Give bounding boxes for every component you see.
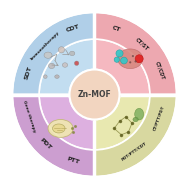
Ellipse shape (44, 52, 52, 58)
Circle shape (121, 57, 127, 64)
Text: PTT: PTT (66, 156, 80, 165)
Ellipse shape (70, 51, 75, 56)
Ellipse shape (55, 75, 59, 78)
Wedge shape (39, 94, 94, 150)
Text: Immunotherapy: Immunotherapy (30, 30, 61, 61)
Text: CT/ST: CT/ST (134, 36, 149, 51)
Text: PDT/PTT/CDT: PDT/PTT/CDT (121, 141, 148, 161)
Circle shape (114, 57, 119, 62)
Text: SDT: SDT (24, 66, 33, 81)
Text: CDT: CDT (66, 24, 81, 33)
Ellipse shape (133, 117, 138, 122)
Wedge shape (94, 12, 177, 94)
Wedge shape (12, 12, 94, 94)
Ellipse shape (135, 108, 144, 120)
Text: Gene therapy: Gene therapy (22, 99, 36, 132)
Wedge shape (94, 94, 177, 177)
Ellipse shape (48, 119, 73, 137)
Text: Zn-MOF: Zn-MOF (78, 90, 111, 99)
Text: CT/CDT: CT/CDT (154, 61, 165, 81)
Ellipse shape (53, 124, 65, 133)
Wedge shape (39, 39, 94, 94)
Text: PDT: PDT (39, 137, 52, 150)
Circle shape (129, 61, 131, 64)
Ellipse shape (58, 47, 65, 53)
Wedge shape (94, 94, 150, 150)
Circle shape (132, 55, 134, 57)
Ellipse shape (49, 63, 55, 69)
Ellipse shape (74, 61, 79, 65)
Wedge shape (12, 94, 94, 177)
Ellipse shape (44, 75, 47, 78)
Ellipse shape (62, 63, 68, 67)
Ellipse shape (118, 49, 143, 69)
Wedge shape (94, 39, 150, 94)
Circle shape (70, 70, 119, 119)
Text: CT/PTT/PDT: CT/PTT/PDT (153, 105, 166, 131)
Circle shape (135, 55, 143, 63)
Text: CT: CT (111, 25, 121, 32)
Circle shape (116, 50, 123, 57)
Circle shape (135, 60, 137, 63)
